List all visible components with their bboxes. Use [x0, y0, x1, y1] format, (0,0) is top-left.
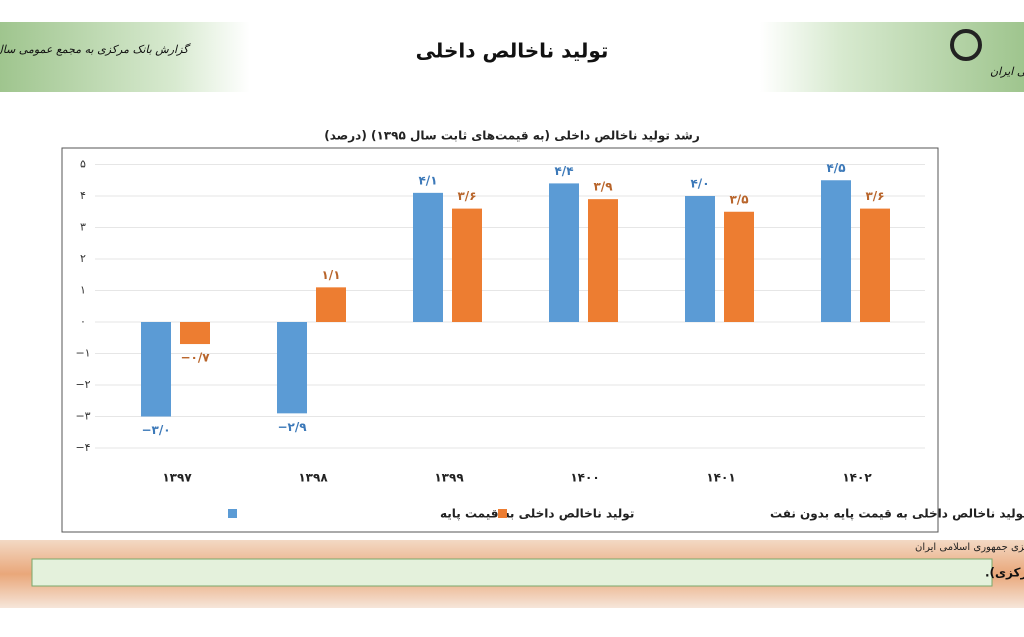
value-label: −۰/۷ — [180, 351, 210, 365]
legend-swatch — [228, 509, 237, 518]
bar — [277, 322, 307, 414]
logo — [950, 29, 982, 61]
logo-caption: بانک مرکزی جمهوری اسلامی ایران — [990, 65, 1024, 78]
y-tick-label: ۳ — [80, 221, 86, 234]
y-tick-label: ۵ — [80, 158, 86, 171]
header-band-left — [0, 22, 250, 92]
y-tick-label: ۴ — [80, 189, 86, 202]
bar — [724, 211, 754, 322]
value-label: ۴/۵ — [826, 161, 845, 175]
x-tick-label: ۱۳۹۷ — [162, 471, 192, 485]
value-label: ۳/۹ — [593, 180, 613, 194]
y-tick-label: −۲ — [75, 378, 90, 391]
y-tick-label: −۱ — [75, 347, 90, 360]
x-tick-label: ۱۳۹۸ — [298, 471, 328, 485]
note: متوسط رشد تولید ناخالص داخلی به قیمت پای… — [985, 565, 1024, 581]
header-band-right — [760, 22, 1024, 92]
bar — [141, 322, 171, 417]
bar — [588, 199, 618, 322]
bar — [413, 192, 443, 322]
y-tick-label: −۴ — [75, 441, 90, 454]
x-tick-label: ۱۳۹۹ — [434, 471, 464, 485]
y-tick-label: ۱ — [80, 284, 86, 297]
bar — [821, 180, 851, 322]
value-label: ۳/۶ — [865, 189, 884, 203]
x-tick-label: ۱۴۰۰ — [570, 471, 599, 485]
bar — [452, 208, 482, 322]
value-label: −۲/۹ — [277, 420, 307, 434]
y-tick-label: ۲ — [80, 252, 86, 265]
header-caption: گزارش بانک مرکزی به مجمع عمومی سال ۱۴۰۲ — [0, 43, 191, 56]
source: ماخذ: بانک مرکزی جمهوری اسلامی ایران — [915, 542, 1024, 553]
bar — [860, 208, 890, 322]
y-tick-label: −۳ — [75, 410, 90, 423]
value-label: −۳/۰ — [141, 423, 170, 437]
legend-swatch — [498, 509, 507, 518]
bar — [180, 322, 210, 345]
slide-title: تولید ناخالص داخلی — [416, 39, 609, 63]
value-label: ۳/۶ — [457, 189, 476, 203]
value-label: ۱/۱ — [321, 268, 340, 282]
bar — [549, 183, 579, 322]
y-tick-label: ۰ — [80, 315, 86, 328]
plot: −۴ −۳ −۲ −۱ ۰ ۱ ۲ ۳ ۴ ۵ ۱۳۹۷ ۱۳۹۸ ۱۳۹۹ ۱۴۰۰ ۱۴۰۱ ۱۴۰۲ −۳… — [75, 158, 1024, 522]
bar — [685, 196, 715, 322]
x-tick-label: ۱۴۰۲ — [842, 471, 872, 485]
value-label: ۴/۰ — [690, 177, 709, 191]
x-tick-label: ۱۴۰۱ — [706, 471, 735, 485]
legend-label: تولید ناخالص داخلی به قیمت پایه — [440, 507, 634, 522]
bar — [316, 287, 346, 322]
note-box — [31, 558, 993, 587]
value-label: ۳/۵ — [729, 192, 748, 206]
legend-label: تولید ناخالص داخلی به قیمت پایه بدون نفت — [770, 507, 1024, 522]
value-label: ۴/۴ — [554, 164, 573, 178]
chart-title: رشد تولید ناخالص داخلی (به قیمت‌های ثابت… — [324, 129, 700, 144]
value-label: ۴/۱ — [418, 173, 437, 187]
